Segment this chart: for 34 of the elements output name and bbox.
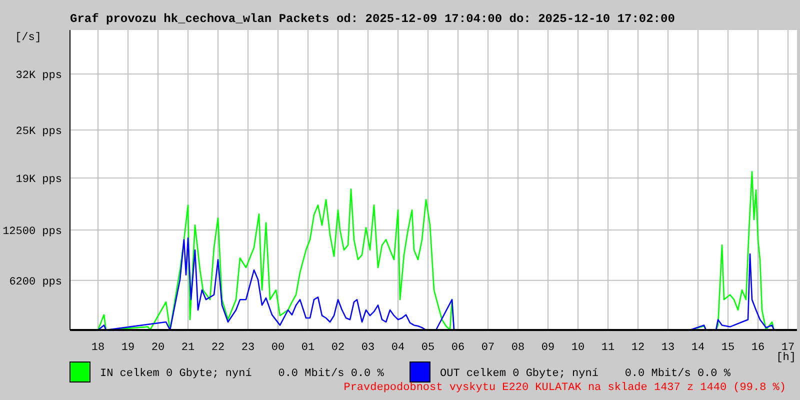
text: Pravdepodobnost vyskytu E220 KULATAK na sklade 1437 z 1440 (99.8 %) (344, 382, 786, 394)
x-tick-label: 10 (571, 342, 585, 354)
x-tick-label: 00 (271, 342, 285, 354)
x-tick-label: 03 (361, 342, 375, 354)
x-tick-label: 02 (331, 342, 345, 354)
x-tick-label: 19 (121, 342, 135, 354)
x-tick-label: 21 (181, 342, 195, 354)
x-tick-label: 15 (721, 342, 735, 354)
x-tick-label: 06 (451, 342, 465, 354)
y-axis-title: [/s] (15, 32, 42, 44)
x-tick-label: 14 (691, 342, 705, 354)
legend-label: OUT celkem 0 Gbyte; nyní 0.0 Mbit/s 0.0 % (440, 368, 731, 380)
x-tick-label: 04 (391, 342, 405, 354)
x-tick-label: 18 (91, 342, 105, 354)
y-tick-label: 25K pps (16, 126, 62, 138)
x-tick-label: 13 (661, 342, 675, 354)
x-tick-label: 01 (301, 342, 315, 354)
x-tick-label: 11 (601, 342, 615, 354)
x-tick-label: 08 (511, 342, 525, 354)
x-tick-label: 20 (151, 342, 165, 354)
x-tick-label: 09 (541, 342, 555, 354)
x-tick-label: 07 (481, 342, 495, 354)
x-axis-title: [h] (776, 352, 796, 364)
chart-title: Graf provozu hk_cechova_wlan Packets od: 2025-12-09 17:04:00 do: 2025-12-10 17:02:00 (70, 12, 675, 26)
y-tick-label: 32K pps (16, 70, 62, 82)
x-tick-label: 12 (631, 342, 645, 354)
legend-label: IN celkem 0 Gbyte; nyní 0.0 Mbit/s 0.0 % (100, 368, 384, 380)
y-tick-label: 6200 pps (9, 276, 62, 288)
y-tick-label: 12500 pps (2, 226, 62, 238)
y-tick-label: 19K pps (16, 174, 62, 186)
x-tick-label: 23 (241, 342, 255, 354)
x-tick-label: 16 (751, 342, 765, 354)
x-tick-label: 22 (211, 342, 225, 354)
x-tick-label: 05 (421, 342, 435, 354)
